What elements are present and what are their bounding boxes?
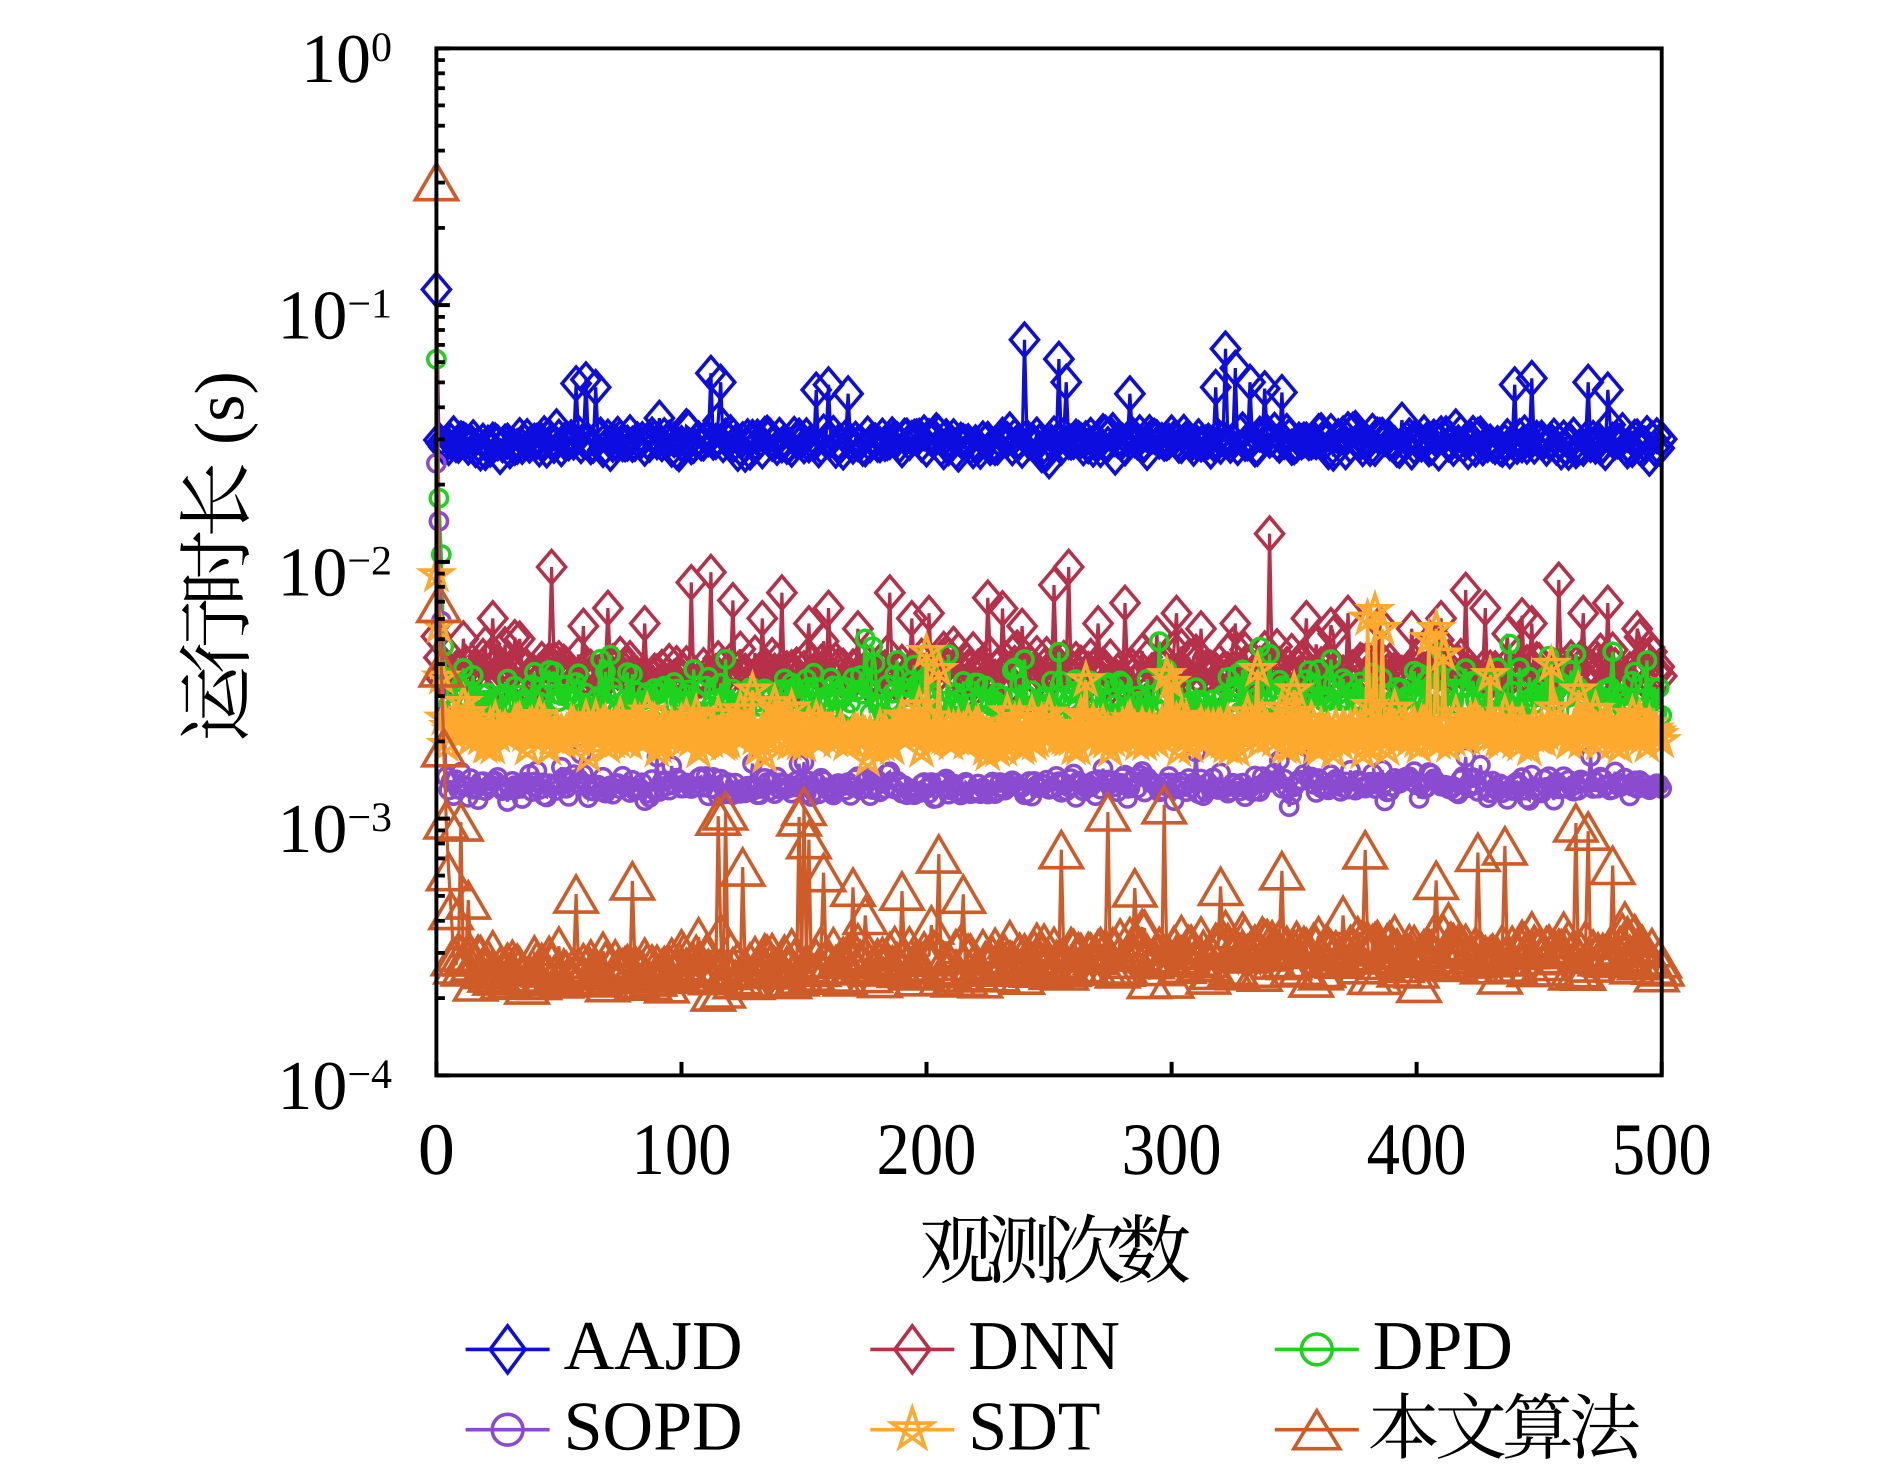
svg-text:DNN: DNN: [968, 1308, 1120, 1385]
svg-text:10−2: 10−2: [277, 534, 392, 611]
svg-text:(s): (s): [182, 371, 259, 445]
svg-text:AAJD: AAJD: [564, 1308, 743, 1385]
svg-text:SOPD: SOPD: [564, 1388, 743, 1465]
svg-text:500: 500: [1612, 1109, 1712, 1191]
svg-text:200: 200: [877, 1109, 977, 1191]
svg-text:DPD: DPD: [1373, 1308, 1513, 1385]
svg-text:100: 100: [632, 1109, 732, 1191]
svg-text:300: 300: [1122, 1109, 1222, 1191]
svg-text:SDT: SDT: [968, 1388, 1100, 1465]
svg-text:0: 0: [418, 1109, 455, 1191]
svg-text:400: 400: [1367, 1109, 1467, 1191]
